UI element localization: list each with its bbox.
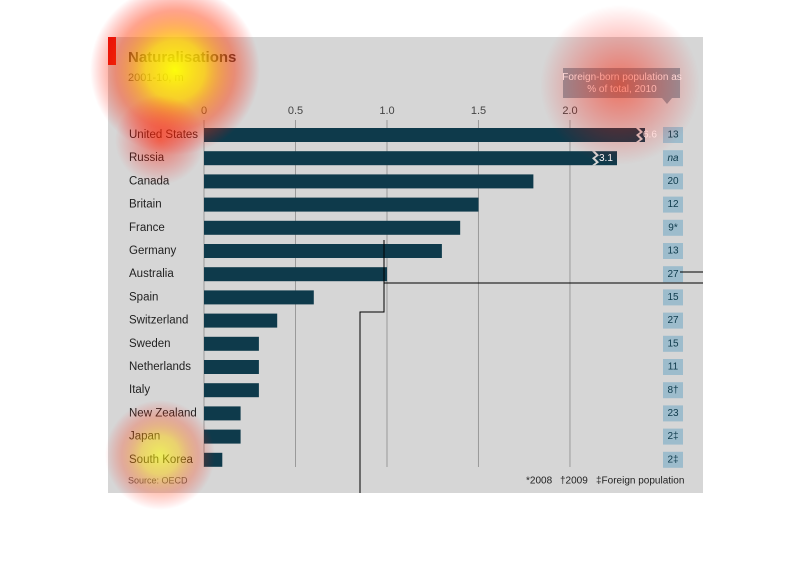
category-label: France <box>129 222 165 234</box>
bar <box>204 151 645 166</box>
foreign-born-label: 8† <box>667 385 678 396</box>
chart-subtitle: 2001-10, m <box>128 72 184 84</box>
bar-mask <box>617 150 647 167</box>
foreign-born-label: 12 <box>667 199 679 210</box>
foreign-born-box <box>663 219 683 236</box>
foreign-born-label: 2‡ <box>667 431 678 442</box>
bar <box>204 244 442 258</box>
category-label: Germany <box>129 245 177 257</box>
x-tick-label: 0 <box>201 105 207 117</box>
category-label: Sweden <box>129 338 171 350</box>
bar <box>204 429 241 444</box>
category-label: Japan <box>129 431 160 443</box>
category-label: Russia <box>129 152 165 164</box>
x-tick-label: 1.0 <box>379 105 394 117</box>
foreign-born-label: 15 <box>667 338 679 349</box>
foreign-born-label: 27 <box>667 269 679 280</box>
footnote: *2008 <box>526 476 553 487</box>
value-label: 6.6 <box>643 130 657 141</box>
x-tick-label: 1.5 <box>471 105 486 117</box>
bar <box>204 452 223 467</box>
bar <box>204 313 278 328</box>
foreign-born-label: 13 <box>667 130 679 141</box>
footnote: †2009 <box>560 476 588 487</box>
category-label: United States <box>129 129 198 141</box>
foreign-born-box <box>663 312 683 329</box>
foreign-born-label: 23 <box>667 408 679 419</box>
gaze-path <box>359 240 703 493</box>
foreign-born-box <box>663 359 683 375</box>
bar <box>204 406 241 421</box>
category-label: Britain <box>129 199 162 211</box>
bar <box>204 128 645 142</box>
foreign-born-box <box>663 173 683 190</box>
bar <box>204 197 479 212</box>
category-label: New Zealand <box>129 407 197 419</box>
foreign-born-label: 27 <box>667 315 679 326</box>
bar <box>204 360 259 374</box>
category-label: Canada <box>129 175 170 187</box>
foreign-born-box <box>663 266 683 283</box>
foreign-born-box <box>663 335 683 352</box>
bar <box>204 383 259 398</box>
bar <box>204 220 461 235</box>
foreign-born-box <box>663 428 683 445</box>
bar <box>204 290 314 305</box>
value-label: 3.1 <box>599 153 613 164</box>
category-label: South Korea <box>129 454 194 466</box>
category-label: Spain <box>129 291 158 303</box>
panel <box>108 37 703 493</box>
foreign-born-box <box>663 196 683 213</box>
foreign-born-label: 11 <box>668 362 679 373</box>
foreign-born-box <box>663 243 683 259</box>
foreign-born-box <box>663 289 683 306</box>
bar <box>204 174 534 189</box>
foreign-born-label: 20 <box>667 176 679 187</box>
foreign-born-box <box>663 382 683 399</box>
foreign-born-label: 9* <box>668 222 678 233</box>
bar <box>204 336 259 351</box>
category-label: Australia <box>129 268 174 280</box>
foreign-born-label: na <box>667 153 679 164</box>
bar <box>204 267 387 282</box>
x-tick-label: 2.0 <box>562 105 577 117</box>
x-tick-label: 0.5 <box>288 105 303 117</box>
category-label: Italy <box>129 384 150 396</box>
source: Source: OECD <box>128 475 188 485</box>
category-label: Switzerland <box>129 315 188 327</box>
footnote: ‡Foreign population <box>596 476 684 487</box>
foreign-born-label: 2‡ <box>667 454 678 465</box>
accent <box>108 37 116 65</box>
chart-title: Naturalisations <box>128 49 236 66</box>
foreign-born-label: 13 <box>667 246 679 257</box>
foreign-born-box <box>663 451 683 468</box>
foreign-born-box <box>663 405 683 422</box>
foreign-born-label: 15 <box>667 292 679 303</box>
category-label: Netherlands <box>129 361 191 373</box>
